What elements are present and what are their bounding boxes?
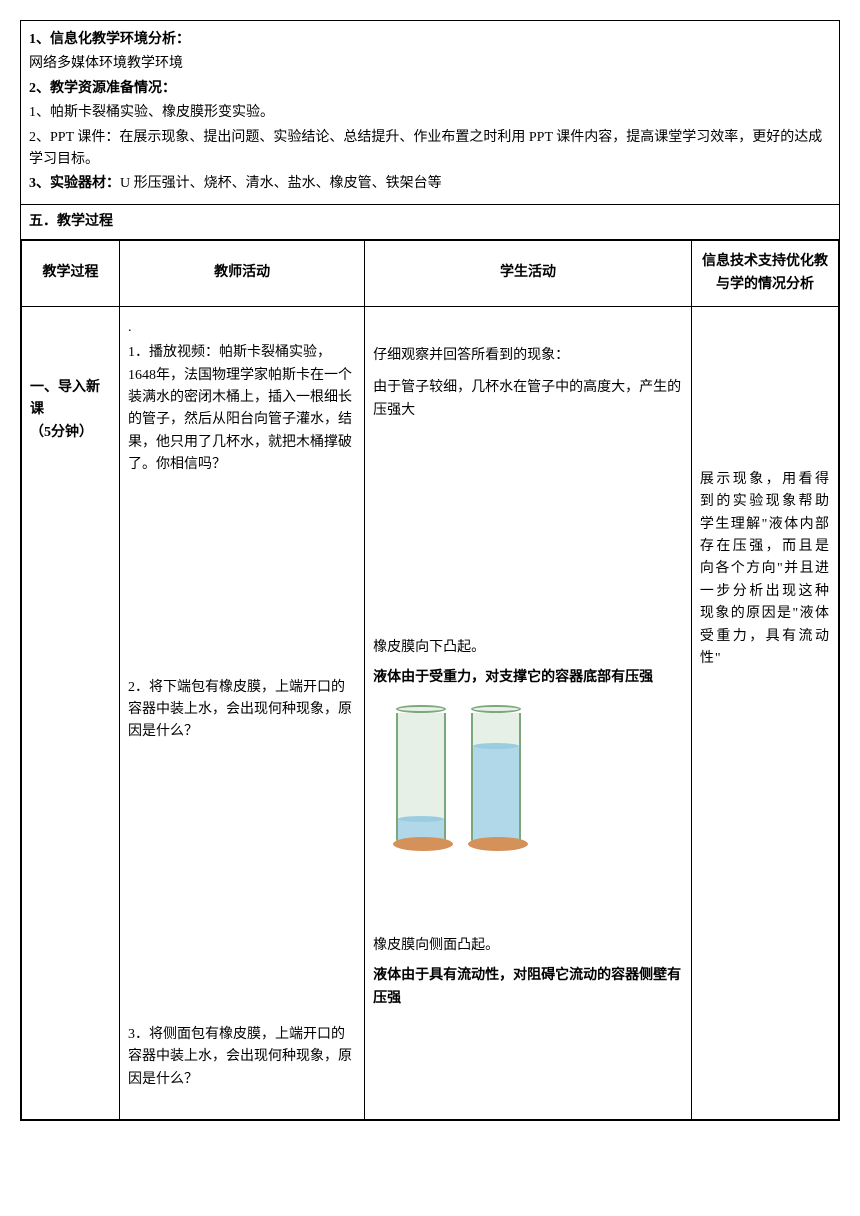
heading-3-label: 3、实验器材： [29,176,120,191]
heading-3-text: U 形压强计、烧杯、清水、盐水、橡皮管、铁架台等 [120,176,442,191]
student-obs-1b: 由于管子较细，几杯水在管子中的高度大，产生的压强大 [373,377,683,422]
header-row: 教学过程 教师活动 学生活动 信息技术支持优化教与学的情况分析 [22,241,839,307]
student-obs-3a: 橡皮膜向侧面凸起。 [373,935,683,957]
process-container: 教学过程 教师活动 学生活动 信息技术支持优化教与学的情况分析 一、导入新课 （… [21,240,840,1121]
teacher-cell: . 1．播放视频：帕斯卡裂桶实验，1648年，法国物理学家帕斯卡在一个装满水的密… [120,306,365,1119]
cylinder-2 [468,705,523,855]
item-2: 2、PPT 课件：在展示现象、提出问题、实验结论、总结提升、作业布置之时利用 P… [29,127,831,172]
teacher-act-3: 3．将侧面包有橡皮膜，上端开口的容器中装上水，会出现何种现象，原因是什么？ [128,1024,356,1091]
teacher-act-2: 2．将下端包有橡皮膜，上端开口的容器中装上水，会出现何种现象，原因是什么？ [128,677,356,744]
section-title: 五．教学过程 [21,204,840,239]
tech-cell: 展示现象，用看得到的实验现象帮助学生理解"液体内部存在压强，而且是向各个方向"并… [691,306,838,1119]
content-row-1: 一、导入新课 （5分钟） . 1．播放视频：帕斯卡裂桶实验，1648年，法国物理… [22,306,839,1119]
header-teacher: 教师活动 [120,241,365,307]
student-cell: 仔细观察并回答所看到的现象： 由于管子较细，几杯水在管子中的高度大，产生的压强大… [365,306,692,1119]
teacher-act-1: 1．播放视频：帕斯卡裂桶实验，1648年，法国物理学家帕斯卡在一个装满水的密闭木… [128,342,356,476]
cylinder-diagram [393,705,683,855]
header-tech: 信息技术支持优化教与学的情况分析 [691,241,838,307]
heading-1: 1、信息化教学环境分析： [29,29,831,51]
phase-title: 一、导入新课 [30,377,111,422]
info-section: 1、信息化教学环境分析： 网络多媒体环境教学环境 2、教学资源准备情况： 1、帕… [21,21,840,205]
student-obs-1a: 仔细观察并回答所看到的现象： [373,345,683,367]
cylinder-1 [393,705,448,855]
header-process: 教学过程 [22,241,120,307]
phase-time: （5分钟） [30,422,111,444]
header-student: 学生活动 [365,241,692,307]
tech-note: 展示现象，用看得到的实验现象帮助学生理解"液体内部存在压强，而且是向各个方向"并… [700,469,830,671]
student-obs-3b: 液体由于具有流动性，对阻碍它流动的容器侧壁有压强 [373,965,683,1010]
student-obs-2b: 液体由于受重力，对支撑它的容器底部有压强 [373,667,683,689]
heading-2: 2、教学资源准备情况： [29,78,831,100]
heading-3: 3、实验器材：U 形压强计、烧杯、清水、盐水、橡皮管、铁架台等 [29,173,831,195]
student-obs-2a: 橡皮膜向下凸起。 [373,637,683,659]
process-table: 教学过程 教师活动 学生活动 信息技术支持优化教与学的情况分析 一、导入新课 （… [21,240,839,1120]
text-1: 网络多媒体环境教学环境 [29,53,831,75]
lesson-plan-table: 1、信息化教学环境分析： 网络多媒体环境教学环境 2、教学资源准备情况： 1、帕… [20,20,840,1121]
phase-cell: 一、导入新课 （5分钟） [22,306,120,1119]
item-1: 1、帕斯卡裂桶实验、橡皮膜形变实验。 [29,102,831,124]
